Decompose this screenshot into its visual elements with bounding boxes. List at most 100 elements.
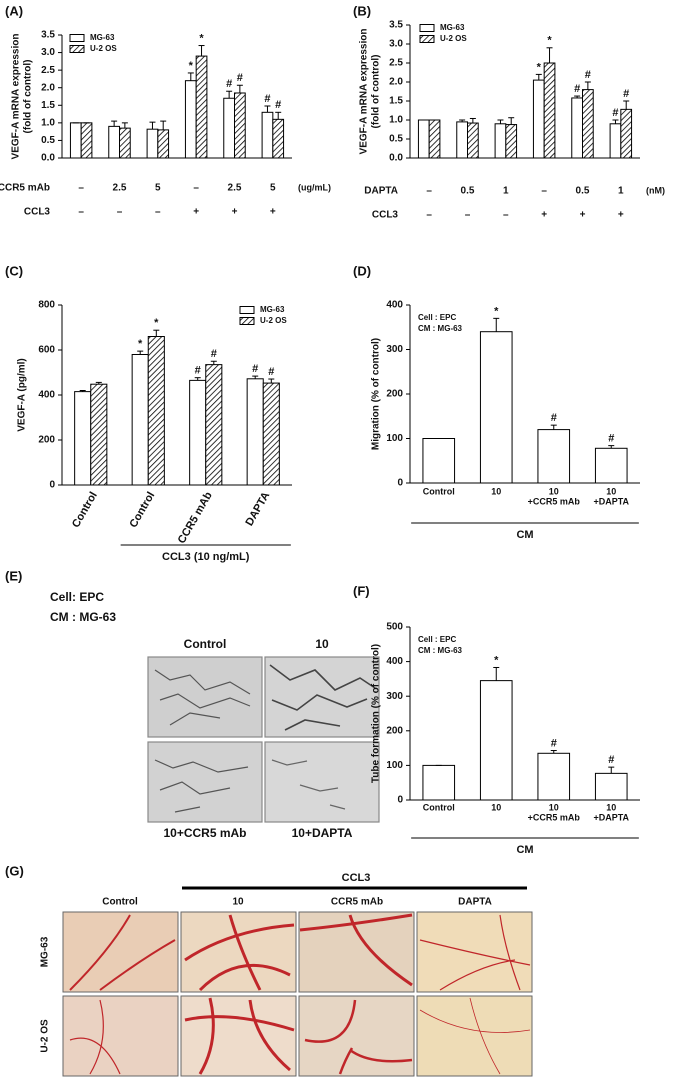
significance-marker: * [494, 654, 499, 666]
y-tick-label: 3.0 [389, 39, 403, 50]
legend-label: U-2 OS [90, 44, 117, 53]
x-tick-sublabel: +DAPTA [593, 496, 629, 506]
cam-photo [62, 995, 179, 1077]
significance-marker: # [608, 754, 614, 766]
bar [189, 379, 207, 486]
row-label: U-2 OS [40, 1019, 51, 1053]
micrographs [147, 656, 380, 823]
inset-label: Cell : EPC [418, 635, 456, 644]
bar [479, 331, 513, 484]
cam-photo [416, 995, 533, 1077]
bar [609, 123, 622, 159]
y-tick-label: 0.5 [389, 134, 403, 145]
bar [422, 764, 456, 801]
significance-marker: * [189, 60, 194, 72]
bar [261, 111, 274, 159]
bar [272, 118, 285, 159]
bar [90, 383, 108, 486]
y-tick-label: 1.5 [389, 96, 403, 107]
condition-label: – [78, 183, 84, 194]
x-tick-label: 10 [549, 802, 559, 812]
y-tick-label: 600 [38, 345, 55, 356]
significance-marker: * [199, 32, 204, 44]
y-tick-label: 500 [386, 622, 403, 633]
cam-photo [298, 911, 415, 993]
y-tick-label: 200 [38, 435, 55, 446]
y-tick-label: 400 [386, 656, 403, 667]
y-tick-label: 400 [38, 390, 55, 401]
condition-label: – [426, 210, 432, 221]
condition-label: 1 [503, 186, 509, 197]
x-tick-sublabel: +CCR5 mAb [528, 496, 581, 506]
x-tick-label: DAPTA [243, 490, 272, 528]
condition-name: DAPTA [364, 186, 398, 197]
y-tick-label: 200 [386, 389, 403, 400]
legend-swatch [239, 306, 255, 314]
y-tick-label: 2.0 [41, 82, 55, 93]
panel-e: (E) Cell: EPC CM : MG-63 Control 10 10+C… [5, 568, 380, 840]
y-axis-label: VEGF-A mRNA expression [359, 29, 370, 155]
x-tick-label: 10 [606, 486, 616, 496]
bar [505, 124, 518, 159]
condition-label: – [193, 183, 199, 194]
group-label: CM [516, 529, 533, 541]
column-label: CCR5 mAb [331, 897, 383, 908]
bar [223, 97, 235, 159]
x-tick-label: 10 [549, 486, 559, 496]
bar [184, 80, 197, 159]
panel-label: (A) [5, 3, 23, 18]
condition-label: 5 [155, 183, 161, 194]
bar [146, 128, 159, 159]
significance-marker: # [237, 72, 243, 84]
panel-label: (C) [5, 263, 23, 278]
legend-label: MG-63 [90, 33, 115, 42]
condition-label: + [580, 210, 586, 221]
inset-label: CM : MG-63 [418, 646, 463, 655]
cam-photo [416, 911, 533, 993]
y-tick-label: 0.0 [389, 153, 403, 164]
y-tick-label: 0 [49, 480, 55, 491]
bar [119, 127, 131, 159]
x-tick-label: 10 [491, 486, 501, 496]
x-tick-label: Control [423, 486, 455, 496]
tube-network [271, 759, 346, 810]
condition-label: 5 [270, 183, 276, 194]
significance-marker: # [551, 412, 557, 424]
vessel [299, 913, 413, 987]
bar [594, 772, 628, 801]
vessel [69, 914, 176, 991]
cam-photo [298, 995, 415, 1077]
y-tick-label: 2.5 [41, 65, 55, 76]
bar [131, 354, 149, 486]
bar [571, 97, 583, 159]
y-axis-label: VEGF-A (pg/ml) [17, 358, 28, 432]
significance-marker: # [195, 365, 201, 377]
bar [537, 429, 571, 484]
vessel [69, 999, 121, 1075]
legend-swatch [419, 24, 435, 32]
significance-marker: # [252, 363, 258, 375]
panel-g: (G) CCL3 Control 10 CCR5 mAb DAPTA MG-63… [5, 863, 533, 1077]
bar [537, 752, 571, 801]
legend-swatch [419, 35, 435, 43]
bar [620, 108, 633, 159]
legend-swatch [69, 34, 85, 42]
y-tick-label: 0.0 [41, 153, 55, 164]
x-tick-label: Control [127, 490, 157, 530]
cm-label: CM : MG-63 [50, 610, 116, 624]
inset-label: Cell : EPC [418, 313, 456, 322]
y-tick-label: 200 [386, 725, 403, 736]
bar [422, 438, 456, 484]
cam-photo [180, 995, 297, 1077]
condition-label: – [78, 207, 84, 218]
panel-label: (D) [353, 263, 371, 278]
image-label: 10+CCR5 mAb [163, 826, 246, 840]
y-tick-label: 100 [386, 760, 403, 771]
x-tick-label: Control [70, 490, 100, 530]
bar [108, 125, 121, 159]
micrograph [147, 741, 263, 823]
tube-network [269, 664, 376, 731]
condition-label: + [270, 207, 276, 218]
y-tick-label: 3.0 [41, 47, 55, 58]
significance-marker: # [623, 88, 629, 100]
